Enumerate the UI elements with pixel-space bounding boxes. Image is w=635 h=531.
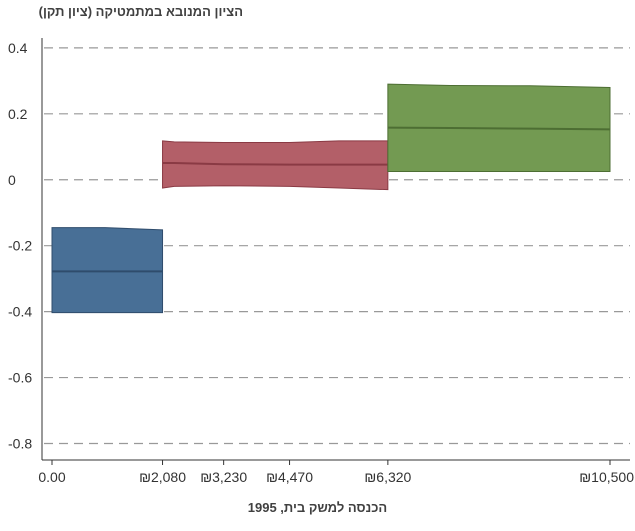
y-tick-label-0: 0.4 [8,40,28,56]
estimate-line-3 [387,126,611,131]
y-tick-label-2: 0 [8,172,16,188]
x-tick-label-4: ₪6,320 [364,469,411,485]
x-axis-label: הכנסה למשק בית, 1995 [247,500,388,515]
y-tick-label-3: -0.2 [8,238,32,254]
y-tick-label-5: -0.6 [8,370,32,386]
estimate-line-2 [162,161,388,166]
y-tick-label-6: -0.8 [8,436,32,452]
band-1 [51,227,164,314]
y-axis-label: הציון המנובא במתמטיקה (ציון תקן) [38,4,243,19]
y-tick-label-4: -0.4 [8,304,32,320]
x-tick-label-5: ₪10,500 [579,469,634,485]
y-tick-label-1: 0.2 [8,106,28,122]
x-tick-label-2: ₪3,230 [200,469,247,485]
x-tick-label-1: ₪2,080 [139,469,186,485]
x-tick-label-3: ₪4,470 [266,469,313,485]
x-tick-label-0: 0.00 [38,469,65,485]
